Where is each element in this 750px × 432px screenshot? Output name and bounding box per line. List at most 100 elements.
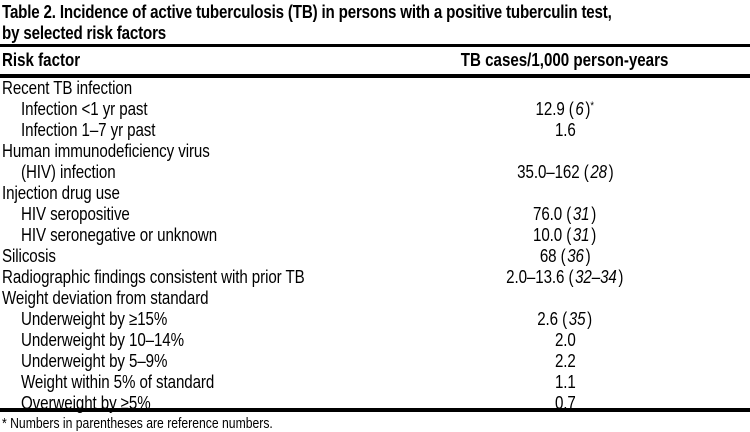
row-value: 2.0–13.6 (32–34) <box>506 267 623 288</box>
table-row: HIV seronegative or unknown 10.0 (31) <box>0 225 750 246</box>
table-title: Table 2. Incidence of active tuberculosi… <box>0 0 750 44</box>
close-paren: ) <box>618 267 624 287</box>
row-value: 2.0 <box>555 330 576 351</box>
open-paren: ( <box>579 162 589 182</box>
row-value: 1.6 <box>555 120 576 141</box>
table-row: Underweight by 5–9% 2.2 <box>0 351 750 372</box>
value-number: 10.0 <box>533 225 563 245</box>
value-number: 2.6 <box>537 309 559 329</box>
row-label-cell: Weight deviation from standard <box>0 288 380 309</box>
open-paren: ( <box>562 204 572 224</box>
table-row: Weight deviation from standard <box>0 288 750 309</box>
row-label-cell: Radiographic findings consistent with pr… <box>0 267 380 288</box>
table-row: Recent TB infection <box>0 78 750 99</box>
row-label-cell: HIV seropositive <box>0 204 380 225</box>
value-number: 0.7 <box>554 393 576 413</box>
close-paren: ) <box>587 309 593 329</box>
footnote-rule <box>0 408 750 412</box>
row-label-cell: Underweight by ≥15% <box>0 309 380 330</box>
row-value-cell: 0.7 <box>380 393 750 414</box>
row-label-cell: Underweight by 5–9% <box>0 351 380 372</box>
row-value-cell <box>380 78 750 99</box>
table-row: Overweight by ≥5% 0.7 <box>0 393 750 414</box>
row-value-cell: 2.0 <box>380 330 750 351</box>
reference-number: 36 <box>567 246 584 266</box>
value-number: 2.0–13.6 <box>506 267 565 287</box>
open-paren: ( <box>564 99 574 119</box>
open-paren: ( <box>558 309 568 329</box>
table-row: Underweight by 10–14% 2.0 <box>0 330 750 351</box>
row-label-cell: Silicosis <box>0 246 380 267</box>
row-label-cell: Infection <1 yr past <box>0 99 380 120</box>
risk-factor-label: Underweight by 10–14% <box>21 330 184 350</box>
risk-factor-label: Infection 1–7 yr past <box>21 120 156 140</box>
row-label-cell: Underweight by 10–14% <box>0 330 380 351</box>
table-row: (HIV) infection 35.0–162 (28) <box>0 162 750 183</box>
risk-factor-label: Silicosis <box>2 246 56 266</box>
column-header-risk-factor: Risk factor <box>2 50 81 70</box>
risk-factor-label: Overweight by ≥5% <box>21 393 151 413</box>
row-value: 2.2 <box>555 351 576 372</box>
risk-factor-label: Weight deviation from standard <box>2 288 209 308</box>
reference-number: 6 <box>575 99 585 119</box>
value-number: 1.1 <box>554 372 576 392</box>
close-paren: ) <box>585 246 591 266</box>
risk-factor-label: Injection drug use <box>2 183 120 203</box>
row-value-cell: 2.0–13.6 (32–34) <box>380 267 750 288</box>
row-value: 2.6 (35) <box>538 309 593 330</box>
row-value: 35.0–162 (28) <box>516 162 614 183</box>
risk-factor-label: HIV seropositive <box>21 204 130 224</box>
row-value-cell <box>380 288 750 309</box>
row-value-cell: 2.6 (35) <box>380 309 750 330</box>
table-row: Weight within 5% of standard 1.1 <box>0 372 750 393</box>
value-number: 76.0 <box>533 204 563 224</box>
table-header-row: Risk factor TB cases/1,000 person-years <box>0 47 750 74</box>
row-label-cell: Weight within 5% of standard <box>0 372 380 393</box>
table-title-line-1-text: Table 2. Incidence of active tuberculosi… <box>2 2 612 22</box>
row-value-cell: 1.1 <box>380 372 750 393</box>
table-row: Injection drug use <box>0 183 750 204</box>
value-number: 1.6 <box>554 120 576 140</box>
footnote-marker: * <box>590 100 595 112</box>
table-row: Radiographic findings consistent with pr… <box>0 267 750 288</box>
row-value-cell: 12.9 (6)* <box>380 99 750 120</box>
row-value: 10.0 (31) <box>533 225 596 246</box>
table-row: Human immunodeficiency virus <box>0 141 750 162</box>
header-rule <box>0 74 750 78</box>
table-footnote-text: * Numbers in parentheses are reference n… <box>2 416 273 432</box>
table-body: Recent TB infection Infection <1 yr past… <box>0 78 750 413</box>
risk-factor-label: Underweight by ≥15% <box>21 309 168 329</box>
row-value: 68 (36) <box>540 246 591 267</box>
risk-factor-label: HIV seronegative or unknown <box>21 225 218 245</box>
risk-factor-label: Human immunodeficiency virus <box>2 141 210 161</box>
reference-number: 28 <box>589 162 607 182</box>
risk-factor-label: Infection <1 yr past <box>21 99 148 119</box>
row-label-cell: HIV seronegative or unknown <box>0 225 380 246</box>
row-value-cell: 2.2 <box>380 351 750 372</box>
open-paren: ( <box>556 246 566 266</box>
row-value-cell <box>380 141 750 162</box>
risk-factor-label: Recent TB infection <box>2 78 133 98</box>
row-label-cell: Recent TB infection <box>0 78 380 99</box>
row-label-cell: (HIV) infection <box>0 162 380 183</box>
table-row: HIV seropositive 76.0 (31) <box>0 204 750 225</box>
row-label-cell: Overweight by ≥5% <box>0 393 380 414</box>
value-number: 2.2 <box>554 351 576 371</box>
table-row: Silicosis 68 (36) <box>0 246 750 267</box>
row-value-cell: 1.6 <box>380 120 750 141</box>
table-title-line-2-text: by selected risk factors <box>2 23 167 43</box>
value-number: 35.0–162 <box>516 162 580 182</box>
close-paren: ) <box>608 162 614 182</box>
risk-factor-label: (HIV) infection <box>21 162 116 182</box>
row-value: 12.9 (6)* <box>536 99 594 120</box>
close-paren: ) <box>585 99 591 119</box>
row-label-cell: Infection 1–7 yr past <box>0 120 380 141</box>
row-value-cell: 35.0–162 (28) <box>380 162 750 183</box>
value-number: 12.9 <box>535 99 565 119</box>
risk-factor-header-cell: Risk factor <box>0 50 380 71</box>
open-paren: ( <box>564 267 574 287</box>
risk-factor-label: Underweight by 5–9% <box>21 351 168 371</box>
row-value-cell: 10.0 (31) <box>380 225 750 246</box>
table-title-line-2: by selected risk factors <box>2 23 750 44</box>
